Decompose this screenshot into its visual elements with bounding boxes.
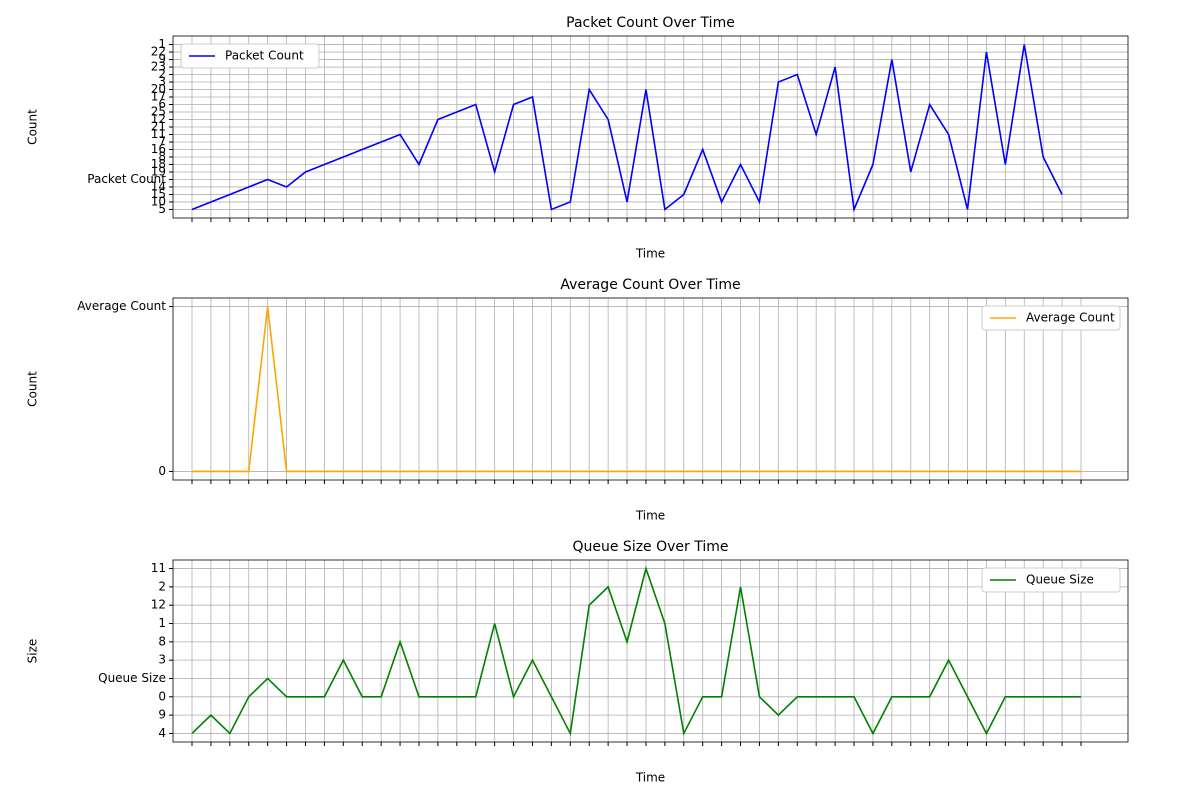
y-tick-label: Queue Size xyxy=(98,671,166,685)
legend-box xyxy=(981,567,1121,593)
x-axis-label: Time xyxy=(635,509,665,523)
y-tick-label: Average Count xyxy=(77,299,166,313)
y-tick-label: 9 xyxy=(158,52,166,66)
y-tick-label: 9 xyxy=(158,708,166,722)
x-axis-label: Time xyxy=(635,247,665,261)
axes-frame xyxy=(172,559,1129,743)
y-tick-label: 2 xyxy=(158,67,166,81)
y-tick-label: Packet Count xyxy=(87,172,166,186)
legend-label: Queue Size xyxy=(1026,573,1094,587)
y-tick-label: 2 xyxy=(158,579,166,593)
y-tick-label: 16 xyxy=(151,142,166,156)
axes-frame xyxy=(172,297,1129,481)
y-tick-label: 21 xyxy=(151,120,166,134)
y-tick-label: 0 xyxy=(158,464,166,478)
data-line xyxy=(191,44,1063,213)
y-axis-label: Size xyxy=(26,639,40,664)
legend-label: Packet Count xyxy=(225,49,304,63)
y-tick-label: 22 xyxy=(151,45,166,59)
x-axis-label: Time xyxy=(635,771,665,785)
y-tick-label: 20 xyxy=(151,82,166,96)
legend-box xyxy=(981,305,1121,331)
y-tick-label: 8 xyxy=(158,634,166,648)
y-tick-label: 10 xyxy=(151,194,166,208)
y-tick-label: 25 xyxy=(151,105,166,119)
axes: Queue Size Over Time 4 9 0 Queue Size 3 8 1 12 2 1… xyxy=(26,539,1129,785)
data-line xyxy=(192,306,1081,473)
y-axis-label: Count xyxy=(26,371,40,407)
y-tick-label: 11 xyxy=(151,127,166,141)
y-tick-label: 14 xyxy=(151,179,166,193)
y-tick-label: 17 xyxy=(151,90,166,104)
y-axis-label: Count xyxy=(26,109,40,145)
y-tick-label: 15 xyxy=(151,187,166,201)
y-tick-label: 19 xyxy=(151,164,166,178)
y-tick-label: 23 xyxy=(151,60,166,74)
y-tick-label: 6 xyxy=(158,97,166,111)
y-tick-label: 3 xyxy=(158,75,166,89)
y-tick-label: 5 xyxy=(158,202,166,216)
y-tick-label: 12 xyxy=(151,112,166,126)
y-tick-label: 1 xyxy=(158,616,166,630)
legend-box xyxy=(180,43,320,69)
legend-label: Average Count xyxy=(1026,311,1115,325)
axes-title: Queue Size Over Time xyxy=(572,539,728,555)
y-tick-label: 0 xyxy=(158,689,166,703)
y-tick-label: 1 xyxy=(158,37,166,51)
y-tick-label: 3 xyxy=(158,653,166,667)
y-tick-label: 7 xyxy=(158,134,166,148)
axes: Average Count Over Time 0 Average Count Tim… xyxy=(26,277,1129,523)
data-line xyxy=(191,565,1081,737)
axes-title: Packet Count Over Time xyxy=(566,15,735,31)
y-tick-label: 18 xyxy=(151,157,166,171)
y-tick-label: 4 xyxy=(158,726,166,740)
axes-title: Average Count Over Time xyxy=(560,277,740,293)
y-tick-label: 12 xyxy=(151,598,166,612)
y-tick-label: 8 xyxy=(158,149,166,163)
y-tick-label: 11 xyxy=(151,561,166,575)
axes-frame xyxy=(172,35,1129,219)
